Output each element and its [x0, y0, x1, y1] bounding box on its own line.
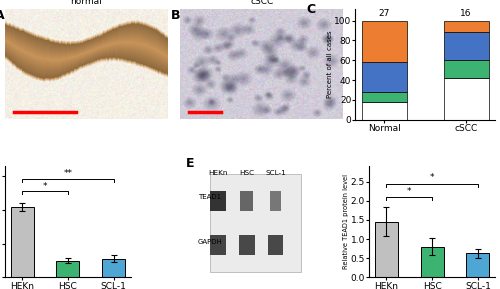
Text: HEKn: HEKn	[208, 170, 228, 176]
Text: *: *	[407, 187, 412, 196]
Bar	[270, 191, 281, 211]
Bar	[102, 259, 125, 277]
Bar	[420, 247, 444, 277]
Text: E: E	[186, 158, 194, 171]
Text: HSC: HSC	[239, 170, 254, 176]
Bar	[362, 102, 407, 120]
Bar	[444, 78, 488, 120]
Text: C: C	[306, 3, 316, 16]
Bar	[362, 92, 407, 102]
Text: *: *	[43, 181, 48, 191]
Bar	[268, 235, 283, 255]
Y-axis label: Percent of all cases: Percent of all cases	[326, 30, 332, 98]
Bar	[240, 191, 253, 211]
Y-axis label: Relative TEAD1 protein level: Relative TEAD1 protein level	[344, 174, 349, 269]
Text: normal: normal	[70, 0, 102, 6]
Text: TEAD1: TEAD1	[198, 194, 220, 201]
Bar	[210, 235, 226, 255]
Bar	[10, 207, 34, 277]
Bar	[444, 60, 488, 78]
Text: GAPDH: GAPDH	[198, 239, 222, 245]
Text: 27: 27	[378, 9, 390, 18]
Bar	[210, 174, 302, 272]
Text: A: A	[0, 9, 5, 22]
Bar	[375, 222, 398, 277]
Text: **: **	[64, 169, 72, 179]
Text: 16: 16	[460, 9, 472, 18]
Text: cSCC: cSCC	[250, 0, 274, 6]
Bar	[362, 21, 407, 62]
Text: B: B	[170, 9, 180, 22]
Text: *: *	[430, 173, 434, 182]
Bar	[239, 235, 255, 255]
Bar	[210, 191, 226, 211]
Bar	[362, 62, 407, 92]
Text: SCL-1: SCL-1	[266, 170, 286, 176]
Bar	[444, 21, 488, 32]
Bar	[466, 253, 489, 277]
Bar	[56, 261, 80, 277]
Bar	[444, 32, 488, 60]
